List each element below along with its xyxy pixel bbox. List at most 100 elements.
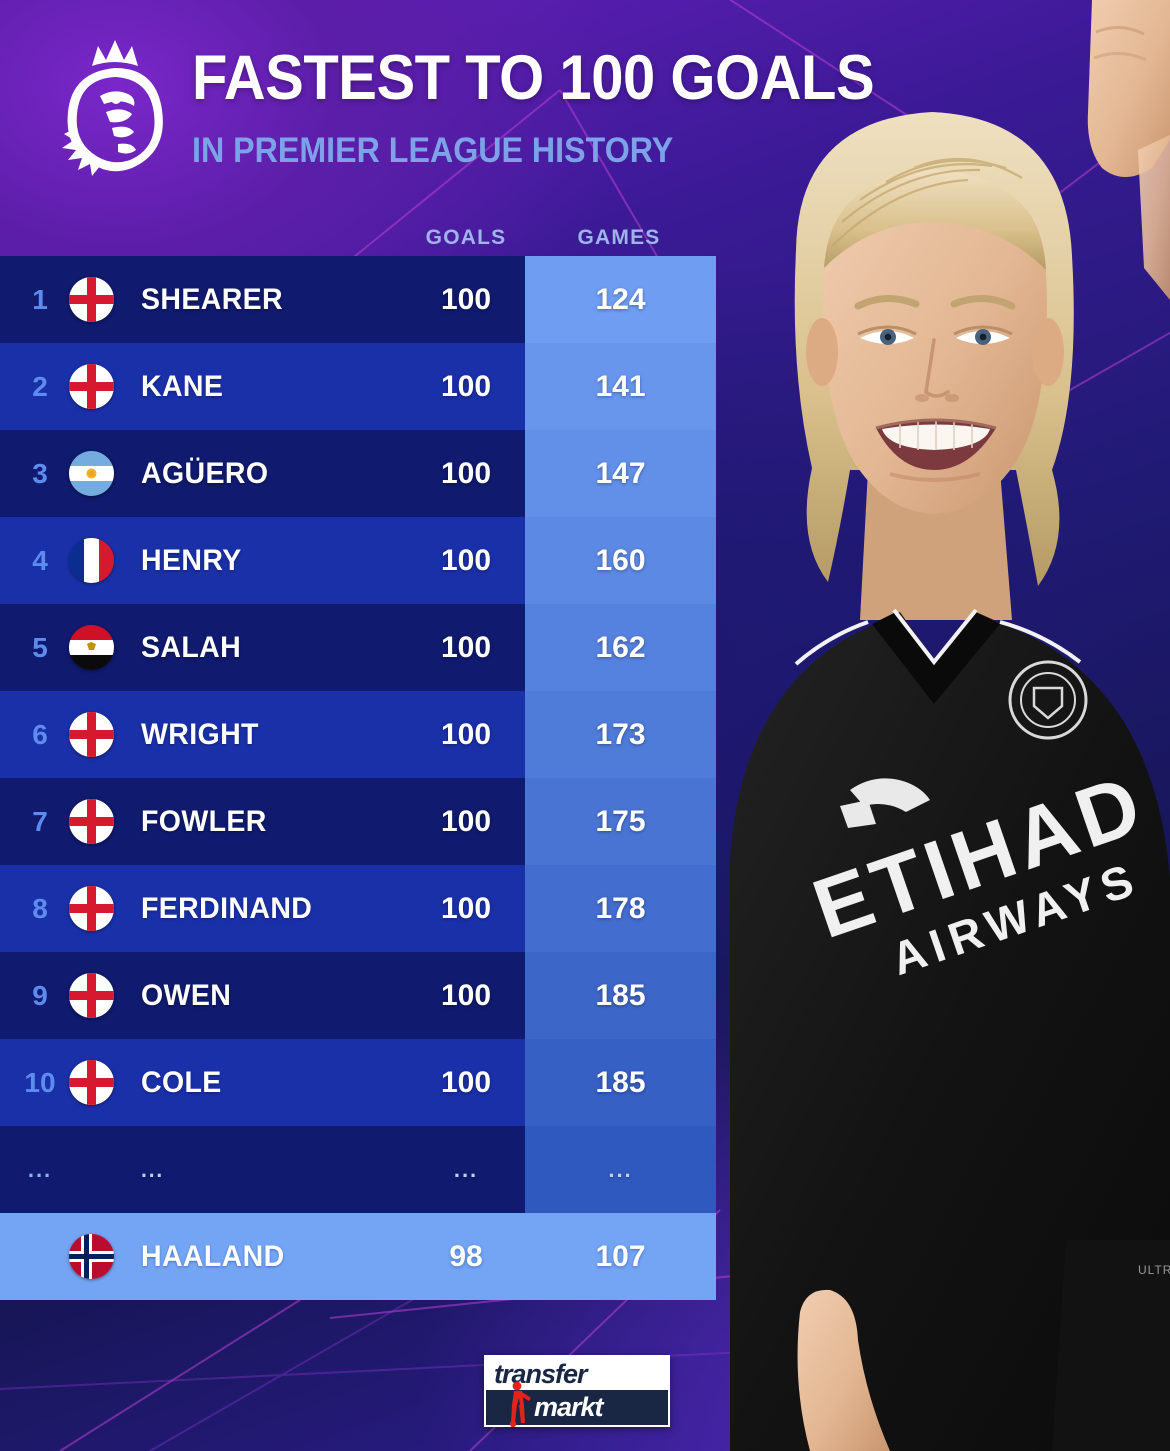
page-subtitle: IN PREMIER LEAGUE HISTORY: [192, 131, 674, 170]
flag-icon-england: [69, 1060, 114, 1105]
goals-value: 100: [440, 978, 492, 1012]
rank-number: [18, 1213, 62, 1300]
goals-value: 98: [449, 1239, 483, 1273]
goals-value: 100: [440, 717, 492, 751]
player-name: ...: [141, 1156, 165, 1182]
flag-icon-argentina: [69, 451, 114, 496]
column-header-games: GAMES: [577, 226, 661, 249]
flag-icon-france: [69, 538, 114, 583]
row-name-band: 2 KANE 100: [0, 343, 525, 430]
table-row: 1 SHEARER 100 124: [0, 256, 716, 343]
rank-number: 4: [32, 544, 48, 576]
flag-icon-england: [69, 364, 114, 409]
row-games-cell: 107: [525, 1213, 716, 1300]
player-name: HENRY: [141, 543, 242, 577]
rank-number: ...: [27, 1156, 53, 1182]
player-name: OWEN: [141, 978, 232, 1012]
rank-number: 7: [32, 805, 48, 837]
flag-icon-norway: [69, 1234, 114, 1279]
games-value: 162: [595, 630, 646, 664]
row-name-band: 10 COLE 100: [0, 1039, 525, 1126]
games-value: ...: [608, 1156, 633, 1182]
rank-number: 3: [32, 457, 48, 489]
goals-value: 100: [440, 456, 492, 490]
row-name-band: HAALAND 98: [0, 1213, 716, 1300]
games-value: 124: [595, 282, 646, 316]
player-name: SALAH: [141, 630, 242, 664]
premier-league-lion-icon: [52, 36, 178, 176]
goals-value: ...: [453, 1156, 479, 1182]
goals-value: 100: [440, 282, 492, 316]
goals-value: 100: [440, 891, 492, 925]
row-name-band: 4 HENRY 100: [0, 517, 525, 604]
goals-value: 100: [440, 369, 492, 403]
player-name: KANE: [141, 369, 224, 403]
svg-text:ULTRA: ULTRA: [1138, 1263, 1170, 1277]
player-name: FERDINAND: [141, 891, 313, 925]
games-value: 141: [595, 369, 646, 403]
table-row: 8 FERDINAND 100 178: [0, 865, 716, 952]
transfermarkt-logo: transfer markt: [484, 1355, 670, 1427]
table-row: 2 KANE 100 141: [0, 343, 716, 430]
goals-value: 100: [440, 804, 492, 838]
rank-number: 8: [32, 892, 48, 924]
flag-icon-england: [69, 886, 114, 931]
row-games-cell: 141: [525, 343, 716, 430]
row-games-cell: 173: [525, 691, 716, 778]
goals-value: 100: [440, 1065, 492, 1099]
table-row: 9 OWEN 100 185: [0, 952, 716, 1039]
flag-icon-england: [69, 973, 114, 1018]
rank-number: 2: [32, 370, 48, 402]
games-value: 175: [595, 804, 646, 838]
games-value: 178: [595, 891, 646, 925]
games-value: 185: [595, 978, 646, 1012]
games-value: 107: [595, 1239, 646, 1273]
player-name: FOWLER: [141, 804, 267, 838]
player-name: COLE: [141, 1065, 222, 1099]
goals-value: 100: [440, 543, 492, 577]
rank-number: 9: [32, 979, 48, 1011]
row-games-cell: 185: [525, 952, 716, 1039]
row-name-band: 3 AGÜERO 100: [0, 430, 525, 517]
table-row: 3 AGÜERO 100 147: [0, 430, 716, 517]
player-photo-haaland: ETIHAD AIRWAYS ULTRA: [700, 0, 1170, 1451]
rank-number: 10: [24, 1066, 56, 1098]
row-games-cell: 147: [525, 430, 716, 517]
flag-icon-england: [69, 799, 114, 844]
row-name-band: 5 SALAH 100: [0, 604, 525, 691]
games-value: 147: [595, 456, 646, 490]
row-name-band: 9 OWEN 100: [0, 952, 525, 1039]
player-name: HAALAND: [141, 1239, 285, 1273]
games-value: 160: [595, 543, 646, 577]
row-games-cell: 178: [525, 865, 716, 952]
rank-number: 6: [32, 718, 48, 750]
tm-player-figure-icon: [509, 1381, 531, 1427]
row-name-band: 8 FERDINAND 100: [0, 865, 525, 952]
games-value: 185: [595, 1065, 646, 1099]
row-name-band: 1 SHEARER 100: [0, 256, 525, 343]
row-name-band: 7 FOWLER 100: [0, 778, 525, 865]
rank-number: 5: [32, 631, 48, 663]
flag-icon-england: [69, 712, 114, 757]
table-row: 5 SALAH 100 162: [0, 604, 716, 691]
table-row: ............: [0, 1126, 716, 1213]
goals-value: 100: [440, 630, 492, 664]
row-games-cell: 185: [525, 1039, 716, 1126]
row-name-band: 6 WRIGHT 100: [0, 691, 525, 778]
header: FASTEST TO 100 GOALS IN PREMIER LEAGUE H…: [0, 0, 875, 215]
table-row-highlighted: HAALAND 98 107: [0, 1213, 716, 1300]
table-row: 4 HENRY 100 160: [0, 517, 716, 604]
row-games-cell: 175: [525, 778, 716, 865]
table-row: 10 COLE 100 185: [0, 1039, 716, 1126]
games-value: 173: [595, 717, 646, 751]
player-name: AGÜERO: [141, 456, 269, 490]
player-name: SHEARER: [141, 282, 284, 316]
flag-icon-england: [69, 277, 114, 322]
tm-word-transfer: transfer: [494, 1359, 588, 1389]
player-name: WRIGHT: [141, 717, 259, 751]
row-games-cell: 160: [525, 517, 716, 604]
ranking-table: 1 SHEARER 100 124 2 KANE 100 141 3 AGÜERO 100 147 4 H…: [0, 256, 716, 1300]
row-games-cell: 162: [525, 604, 716, 691]
row-games-cell: ...: [525, 1126, 716, 1213]
